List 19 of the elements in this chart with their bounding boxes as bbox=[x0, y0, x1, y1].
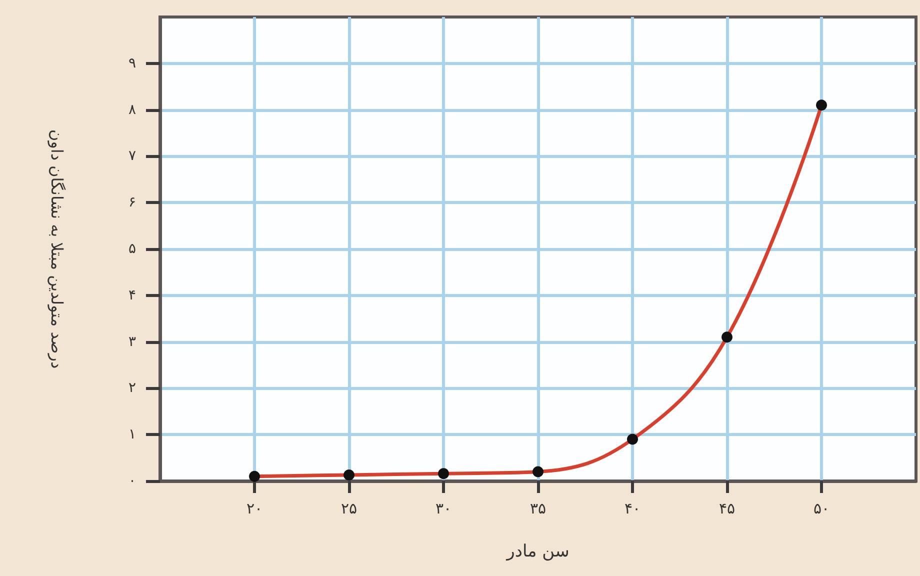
y-tick-label: ۷ bbox=[128, 148, 136, 164]
y-tick-label: ۸ bbox=[128, 102, 136, 118]
y-tick-label: ۰ bbox=[128, 473, 136, 489]
x-tick-label: ۵۰ bbox=[813, 500, 830, 518]
x-axis-title: سن مادر bbox=[506, 542, 570, 562]
y-tick-label: ۱ bbox=[128, 426, 136, 443]
y-tick-label: ۴ bbox=[128, 287, 136, 304]
x-tick-label: ۳۵ bbox=[530, 500, 546, 518]
y-tick-label: ۹ bbox=[128, 55, 136, 72]
x-tick-label: ۴۰ bbox=[624, 500, 641, 518]
y-tick-label: ۵ bbox=[128, 241, 136, 257]
y-axis-title: درصد متولدین مبتلا به نشانگان داون bbox=[48, 129, 66, 369]
x-tick-label: ۴۵ bbox=[718, 500, 736, 518]
x-tick-label: ۲۰ bbox=[246, 500, 263, 518]
x-tick-label: ۲۵ bbox=[340, 500, 358, 518]
y-tick-label: ۳ bbox=[128, 334, 136, 350]
y-tick-label: ۲ bbox=[128, 380, 136, 396]
x-tick-label: ۳۰ bbox=[435, 500, 452, 518]
y-tick-label: ۶ bbox=[128, 194, 136, 211]
